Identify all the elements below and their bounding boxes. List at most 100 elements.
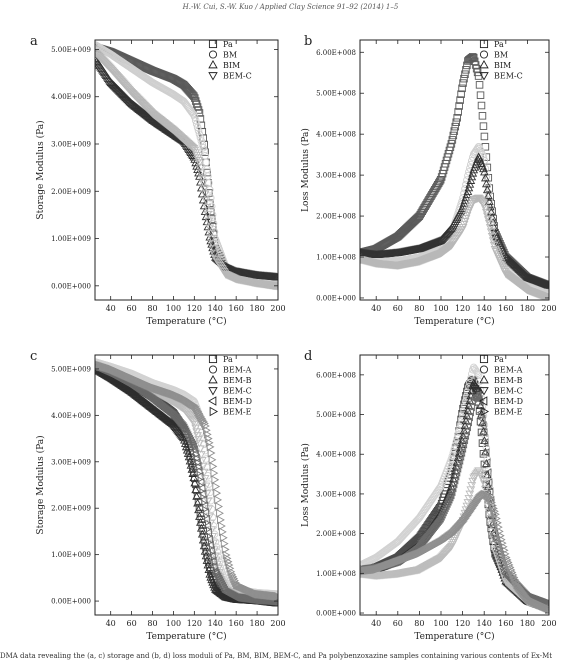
data-point (192, 457, 201, 467)
data-point (182, 445, 192, 454)
data-point (199, 144, 207, 152)
data-point (487, 232, 497, 241)
data-point (462, 397, 470, 406)
y-axis-label: Loss Modulus (Pa) (300, 443, 311, 527)
data-point (499, 542, 508, 552)
data-point (183, 431, 192, 440)
data-point (447, 487, 456, 497)
data-point (221, 545, 230, 554)
data-point (458, 84, 466, 93)
data-point (198, 489, 207, 499)
legend-marker (479, 354, 489, 364)
data-point (453, 463, 462, 473)
data-point (182, 429, 191, 439)
legend-marker (209, 406, 219, 417)
data-point (192, 428, 202, 437)
x-tick-label: 60 (393, 304, 403, 313)
data-point (482, 444, 491, 452)
y-tick-label: 4.00E+008 (316, 131, 356, 139)
data-point (214, 495, 223, 505)
data-point (480, 132, 489, 141)
data-point (454, 459, 463, 469)
data-point (205, 189, 213, 197)
data-point (455, 102, 463, 110)
data-point (480, 201, 489, 210)
data-point (480, 167, 489, 176)
data-point (457, 90, 465, 98)
legend-marker (208, 39, 218, 49)
data-point (185, 434, 194, 444)
data-point (189, 109, 197, 118)
legend-marker (479, 387, 489, 396)
legend-label: BM (223, 51, 237, 60)
data-point (479, 164, 488, 173)
data-point (190, 478, 200, 487)
data-point (218, 527, 227, 537)
data-point (484, 478, 493, 488)
y-tick-label: 6.00E+008 (316, 49, 356, 57)
data-point (465, 412, 473, 422)
data-point (202, 490, 212, 498)
data-point (196, 445, 205, 454)
data-point (217, 580, 226, 589)
y-tick-label: 4.00E+009 (51, 412, 91, 420)
y-tick-label: 5.00E+008 (316, 90, 356, 98)
data-point (434, 515, 443, 524)
y-tick-label: 2.00E+008 (316, 530, 356, 538)
x-tick-label: 120 (187, 304, 202, 313)
x-tick-label: 160 (229, 304, 244, 313)
data-point (486, 521, 496, 530)
data-point (444, 244, 453, 252)
data-point (459, 412, 467, 421)
data-point (188, 90, 196, 98)
data-point (198, 140, 207, 149)
data-point (218, 581, 227, 591)
data-point (435, 177, 444, 186)
x-tick-label: 120 (187, 619, 202, 628)
data-point (482, 185, 492, 194)
y-tick-label: 2.00E+009 (51, 505, 91, 513)
series-bim (360, 152, 549, 289)
data-point (181, 442, 191, 451)
plot-frame (359, 354, 550, 616)
data-point (460, 74, 468, 83)
data-point (212, 570, 221, 580)
data-point (485, 224, 495, 232)
x-tick-label: 120 (455, 304, 470, 313)
legend-marker (480, 406, 490, 417)
data-point (477, 101, 486, 110)
data-point (463, 422, 471, 432)
data-point (501, 549, 510, 559)
data-point (488, 498, 496, 508)
data-point (490, 503, 498, 513)
x-tick-label: 100 (433, 304, 448, 313)
data-point (465, 179, 475, 188)
data-point (195, 503, 204, 512)
x-axis-label: Temperature (°C) (146, 316, 226, 327)
plot-area (95, 358, 278, 607)
data-point (209, 245, 218, 254)
y-tick-label: 1.00E+009 (51, 235, 91, 243)
legend-label: BEM-A (494, 366, 523, 375)
data-point (489, 501, 497, 510)
data-point (206, 545, 215, 555)
x-tick-label: 60 (127, 619, 137, 628)
data-point (209, 562, 218, 572)
chart-panel-a: a 40 60 80 100 120 140 160 180 200 0.00E+000 1.00E+… (30, 34, 286, 327)
data-point (466, 407, 474, 417)
y-tick-label: 3.00E+009 (51, 141, 91, 149)
data-point (462, 212, 472, 220)
data-point (484, 466, 493, 475)
data-point (215, 502, 224, 511)
data-point (198, 195, 208, 204)
panel-letter: a (30, 34, 38, 49)
data-point (464, 171, 472, 180)
data-point (195, 471, 204, 481)
data-point (452, 467, 461, 477)
data-point (191, 113, 199, 121)
data-point (222, 550, 231, 560)
data-point (491, 506, 499, 516)
legend-label: BIM (494, 61, 511, 70)
